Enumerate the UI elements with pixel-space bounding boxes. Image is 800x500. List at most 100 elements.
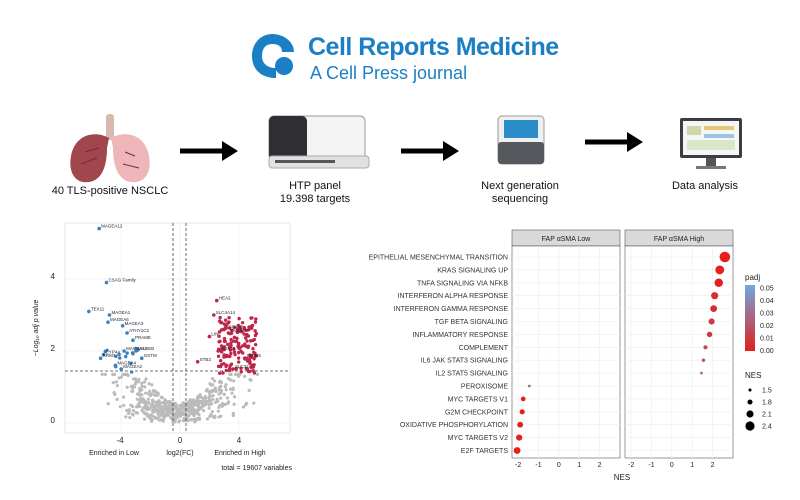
ns-point — [165, 410, 169, 414]
volcano-x-label: log2(FC) — [166, 450, 193, 457]
facet-label-high: FAP αSMA High — [654, 236, 704, 243]
ns-point — [219, 396, 223, 400]
high-point — [253, 329, 257, 333]
ns-point — [210, 389, 215, 393]
high-point — [227, 368, 231, 373]
low-point — [118, 356, 122, 360]
ns-point — [198, 393, 202, 397]
gene-label: TSPAN5 — [226, 324, 244, 329]
ns-point — [147, 392, 151, 396]
legend-padj-tick: 0.01 — [760, 336, 774, 343]
pathway-label: INFLAMMATORY RESPONSE — [412, 332, 508, 339]
labeled-high-point — [212, 313, 216, 317]
gsea-dot — [517, 421, 524, 428]
ns-point — [208, 382, 212, 386]
gene-label: RRM3 — [103, 353, 116, 358]
ns-point — [138, 393, 142, 397]
y-tick: 4 — [51, 272, 56, 281]
labeled-low-point — [134, 349, 138, 353]
high-point — [249, 365, 254, 370]
ns-point — [140, 384, 144, 388]
gene-label: STB3 — [200, 357, 212, 362]
high-point — [218, 339, 222, 344]
ns-point — [192, 417, 197, 421]
high-point — [227, 345, 232, 350]
ns-point — [153, 409, 157, 413]
labeled-low-point — [125, 331, 129, 335]
ns-point — [144, 391, 148, 395]
ns-point — [227, 400, 231, 404]
ns-point — [195, 395, 200, 400]
ns-point — [144, 377, 148, 381]
high-point — [238, 325, 242, 329]
gsea-dot — [703, 345, 708, 350]
high-point — [243, 344, 247, 348]
low-point — [129, 370, 134, 374]
ns-point — [147, 401, 151, 405]
ns-point — [180, 403, 184, 408]
ns-point — [133, 377, 138, 381]
ns-point — [129, 384, 133, 389]
ns-point — [248, 377, 252, 382]
labeled-high-point — [195, 360, 200, 364]
high-point — [234, 339, 239, 344]
ns-point — [173, 420, 177, 424]
ns-point — [186, 407, 190, 411]
high-point — [232, 335, 237, 340]
ns-point — [200, 402, 205, 406]
ns-point — [213, 415, 217, 420]
gsea-x-label: NES — [614, 473, 630, 482]
x-tick: 0 — [670, 462, 674, 469]
high-point — [224, 363, 229, 368]
ns-point — [157, 399, 161, 403]
high-point — [228, 364, 232, 368]
ns-point — [217, 380, 222, 384]
ns-point — [153, 415, 157, 419]
ns-point — [216, 409, 220, 413]
ns-point — [103, 372, 107, 376]
high-point — [253, 342, 258, 347]
ns-point — [106, 402, 110, 406]
gsea-dot — [706, 331, 713, 338]
cell-press-logo-icon — [252, 34, 294, 78]
labeled-high-point — [222, 327, 226, 332]
high-point — [232, 347, 236, 351]
ns-point — [204, 389, 208, 393]
ns-point — [160, 413, 164, 417]
gsea-dot — [520, 396, 526, 402]
gene-label: PRAME — [135, 335, 151, 340]
pathway-label: TNFA SIGNALING VIA NFKB — [417, 280, 508, 287]
ns-point — [147, 382, 151, 386]
ns-point — [142, 417, 147, 421]
step-label-sequencing: Next generation sequencing — [481, 180, 559, 205]
gsea-dot — [513, 447, 521, 454]
sequencer-icon — [268, 115, 370, 169]
gsea-dot — [719, 251, 731, 263]
ns-point — [139, 399, 143, 403]
ns-point — [230, 391, 234, 395]
high-point — [241, 351, 245, 355]
labeled-low-point — [97, 226, 101, 231]
ns-point — [115, 384, 119, 388]
high-point — [254, 354, 258, 358]
ns-point — [224, 388, 228, 392]
ns-point — [213, 386, 217, 390]
legend-padj-tick: 0.04 — [760, 298, 774, 305]
ns-point — [199, 405, 203, 409]
pathway-label: IL2 STAT5 SIGNALING — [436, 371, 509, 378]
labeled-high-point — [207, 334, 212, 339]
x-tick: 2 — [711, 462, 715, 469]
labeled-low-point — [101, 352, 106, 357]
gene-label: SMIM5 — [247, 353, 262, 358]
ns-point — [199, 395, 204, 400]
ns-point — [115, 397, 119, 401]
ngs-machine-icon — [497, 115, 545, 165]
high-point — [228, 354, 232, 359]
high-point — [252, 357, 256, 361]
high-point — [239, 366, 243, 370]
high-point — [246, 345, 250, 350]
low-point — [117, 352, 121, 357]
ns-point — [232, 402, 236, 406]
low-point — [129, 361, 133, 365]
gene-label: MAGEA4 — [117, 360, 136, 365]
